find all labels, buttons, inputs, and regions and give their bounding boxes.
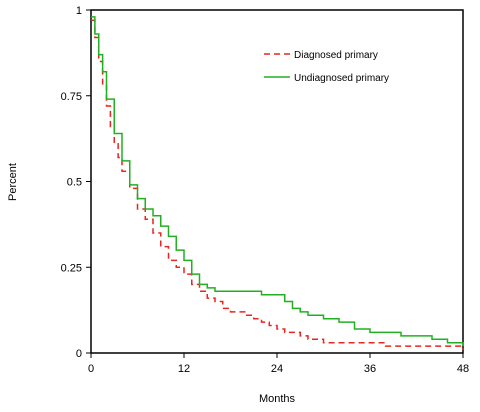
series-layer <box>91 16 464 350</box>
y-axis-title: Percent <box>7 163 19 201</box>
x-tick-label: 48 <box>457 363 469 375</box>
y-tick-label: 1 <box>76 5 82 17</box>
y-tick-label: 0.5 <box>67 177 82 189</box>
y-tick-label: 0.25 <box>61 262 82 274</box>
x-tick-label: 36 <box>364 363 376 375</box>
y-axis: 0 0.25 0.5 0.75 1 <box>61 5 91 360</box>
legend-label-undiagnosed: Undiagnosed primary <box>294 73 389 84</box>
series-line-diagnosed <box>91 19 464 350</box>
x-axis-title: Months <box>259 393 296 405</box>
x-tick-label: 24 <box>271 363 283 375</box>
legend-label-diagnosed: Diagnosed primary <box>294 50 378 61</box>
y-tick-label: 0 <box>76 348 82 360</box>
x-tick-label: 0 <box>88 363 94 375</box>
plot-area <box>90 9 464 354</box>
x-tick-label: 12 <box>178 363 190 375</box>
x-axis: 0 12 24 36 48 <box>88 353 469 375</box>
y-tick-label: 0.75 <box>61 91 82 103</box>
series-line-undiagnosed <box>91 16 464 347</box>
legend: Diagnosed primary Undiagnosed primary <box>264 50 389 84</box>
plot-frame <box>90 9 464 354</box>
